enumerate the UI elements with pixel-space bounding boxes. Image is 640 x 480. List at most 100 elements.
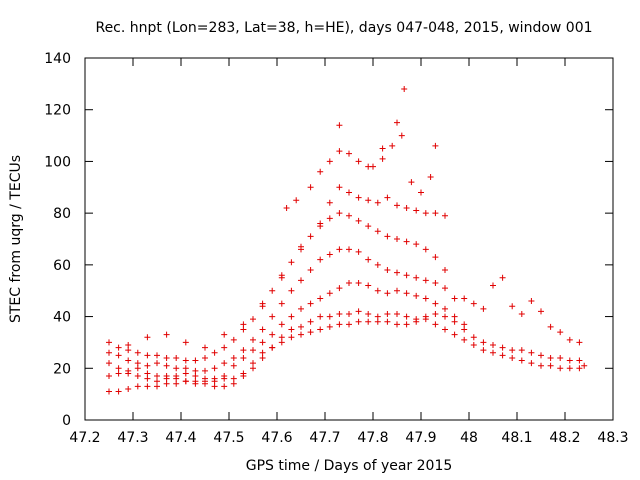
data-point: [470, 334, 477, 341]
data-point: [374, 228, 381, 235]
data-point: [518, 310, 525, 317]
data-point: [509, 354, 516, 361]
data-point: [230, 336, 237, 343]
data-point: [384, 267, 391, 274]
data-point: [461, 326, 468, 333]
data-point: [278, 274, 285, 281]
data-point: [374, 199, 381, 206]
data-point: [182, 378, 189, 385]
data-point: [125, 357, 132, 364]
data-point: [403, 321, 410, 328]
data-point: [384, 233, 391, 240]
y-tick-labels: 0 20 40 60 80 100 120 140: [44, 51, 71, 429]
plot-frame: [84, 57, 614, 421]
data-point: [394, 236, 400, 242]
data-point: [192, 373, 199, 380]
data-point: [442, 212, 448, 219]
data-point: [403, 290, 410, 297]
data-point: [365, 310, 372, 317]
data-point: [134, 360, 141, 367]
y-tick-label: 0: [62, 413, 71, 429]
data-point: [283, 204, 290, 211]
data-point: [336, 246, 343, 253]
data-point: [269, 287, 276, 294]
data-point: [499, 344, 506, 351]
data-point: [144, 334, 151, 341]
data-point: [106, 373, 112, 380]
data-point: [418, 189, 424, 196]
y-tick-label: 40: [53, 310, 71, 326]
data-point: [490, 349, 496, 356]
data-point: [346, 321, 352, 328]
data-point: [355, 279, 362, 286]
data-point: [442, 305, 448, 312]
data-point: [336, 285, 343, 292]
data-point: [125, 385, 132, 392]
data-point: [379, 155, 386, 162]
data-point: [432, 279, 439, 286]
data-point: [317, 326, 324, 333]
data-point: [115, 388, 122, 395]
data-point: [566, 336, 573, 343]
data-point: [307, 318, 314, 325]
data-point: [442, 313, 448, 320]
data-point: [298, 331, 304, 338]
data-point: [298, 323, 304, 330]
data-point: [461, 321, 468, 328]
data-point: [326, 158, 333, 165]
data-point: [259, 326, 266, 333]
data-point: [278, 300, 285, 307]
data-point: [422, 295, 429, 302]
data-point: [422, 210, 429, 217]
data-point: [547, 354, 554, 361]
data-point: [336, 148, 343, 155]
data-point: [384, 194, 391, 201]
data-point: [259, 300, 266, 307]
data-point: [374, 313, 381, 320]
data-point: [470, 342, 477, 349]
x-tick-label: 47.4: [165, 430, 196, 446]
data-point: [317, 295, 324, 302]
x-tick-label: 47.8: [357, 430, 388, 446]
data-point: [432, 142, 439, 149]
data-point: [317, 256, 324, 263]
data-point: [221, 344, 228, 351]
data-point: [528, 298, 535, 305]
data-point: [576, 357, 583, 364]
data-point: [336, 122, 343, 129]
data-point: [307, 300, 314, 307]
data-point: [413, 274, 420, 281]
data-point: [250, 347, 256, 354]
data-point: [389, 142, 396, 149]
data-point: [317, 220, 324, 227]
data-point: [442, 267, 448, 274]
data-point: [442, 326, 448, 333]
data-point: [134, 373, 141, 380]
data-point: [106, 388, 112, 395]
x-tick-label: 48.2: [549, 430, 580, 446]
data-point: [298, 277, 304, 284]
data-point: [451, 313, 458, 320]
data-point: [154, 352, 160, 359]
data-point: [355, 248, 362, 255]
data-point: [365, 256, 372, 263]
data-point: [115, 370, 122, 377]
data-point: [269, 344, 276, 351]
data-point: [240, 347, 247, 354]
data-point: [355, 217, 362, 224]
data-point: [490, 342, 496, 349]
y-tick-label: 100: [44, 154, 71, 170]
data-point: [557, 354, 564, 361]
data-point: [379, 145, 386, 152]
data-point: [384, 318, 391, 325]
data-point: [518, 347, 525, 354]
data-point: [259, 349, 266, 356]
data-point: [374, 261, 381, 268]
data-point: [557, 329, 564, 336]
data-point: [202, 344, 208, 351]
data-point: [346, 150, 352, 157]
data-point: [221, 373, 228, 380]
data-point: [288, 313, 295, 320]
data-point: [221, 383, 228, 390]
data-point: [154, 383, 160, 390]
